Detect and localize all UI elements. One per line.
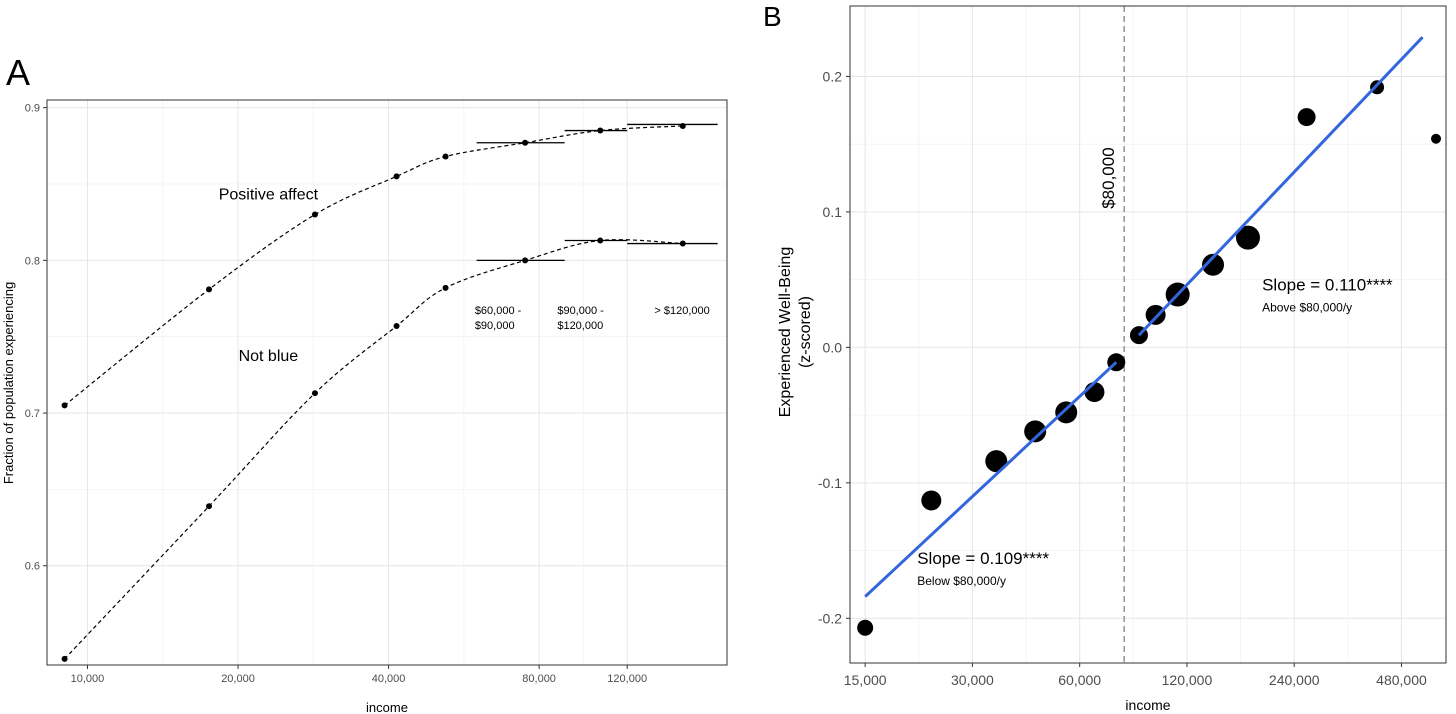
x-tick-label: 30,000: [951, 672, 994, 688]
annotation-range-3: > $120,000: [654, 305, 709, 317]
y-axis-label-b: (z-scored): [797, 296, 814, 368]
data-point: [1084, 382, 1105, 403]
y-tick-label: -0.1: [818, 475, 842, 491]
data-point: [206, 286, 213, 293]
fit-line-above: [1137, 36, 1424, 337]
x-axis-label-b: income: [1125, 697, 1170, 713]
x-tick-label: 480,000: [1376, 672, 1427, 688]
data-point: [985, 450, 1008, 473]
x-tick-label: 240,000: [1269, 672, 1320, 688]
data-point: [921, 490, 942, 511]
data-point: [1297, 108, 1316, 127]
x-tick-label: 80,000: [522, 673, 556, 685]
x-tick-label: 15,000: [844, 672, 887, 688]
data-point: [1202, 253, 1225, 276]
panel-a-border: [46, 99, 728, 666]
x-tick-label: 120,000: [1162, 672, 1213, 688]
data-point: [1145, 304, 1166, 325]
x-tick-label: 120,000: [607, 673, 647, 685]
data-point: [311, 390, 318, 397]
y-tick-label: -0.2: [818, 610, 842, 626]
annotation-range-1: $60,000 -: [475, 305, 522, 317]
panel-b-grid: [850, 6, 1446, 663]
y-tick-label: 0.1: [823, 204, 843, 220]
panel-b: B -0.2 -0.1 0.0 0.1 0.2 15,000 30,000 60,000 120,…: [763, 1, 1447, 713]
data-point: [1024, 420, 1047, 443]
x-tick-label: 60,000: [1058, 672, 1101, 688]
panel-a-grid: [47, 100, 727, 665]
annotation-slope-below-title: Slope = 0.109****: [917, 549, 1049, 568]
x-tick-label: 40,000: [372, 673, 406, 685]
data-point: [1055, 401, 1078, 424]
panel-a: A 0.6 0.7 0.8 0.9 10,000 20,000 40,000 80,000 120…: [1, 52, 728, 714]
data-point: [442, 153, 449, 160]
y-tick-label: 0.6: [25, 561, 40, 573]
data-point: [1431, 133, 1442, 144]
data-point: [393, 323, 400, 329]
panel-b-border: [849, 5, 1447, 664]
data-point: [442, 284, 449, 291]
data-point: [311, 211, 318, 218]
y-tick-label: 0.9: [25, 103, 40, 115]
data-point: [206, 503, 213, 510]
series-line-not-blue: [64, 239, 683, 660]
data-point: [857, 619, 874, 636]
data-point: [61, 655, 68, 662]
panel-letter-b: B: [763, 1, 782, 32]
y-tick-label: 0.7: [25, 408, 40, 420]
data-point: [61, 402, 68, 409]
series-line-positive-affect: [64, 125, 683, 406]
annotation-not-blue: Not blue: [239, 348, 299, 365]
annotation-positive-affect: Positive affect: [219, 186, 319, 203]
y-tick-label: 0.2: [823, 68, 843, 84]
fit-line-below: [864, 361, 1118, 598]
annotation-slope-above-title: Slope = 0.110****: [1262, 275, 1393, 294]
panel-letter-a: A: [6, 52, 30, 93]
y-tick-label: 0.8: [25, 255, 40, 267]
threshold-label: $80,000: [1099, 147, 1118, 208]
x-tick-label: 10,000: [71, 673, 105, 685]
y-axis-label-a: Fraction of population experiencing: [1, 282, 16, 484]
data-point: [393, 173, 400, 180]
data-point: [1235, 225, 1260, 250]
annotation-range-2: $90,000 -: [557, 305, 604, 317]
y-axis-label-b: Experienced Well-Being: [777, 247, 794, 417]
annotation-slope-below-subtitle: Below $80,000/y: [917, 574, 1006, 588]
y-tick-label: 0.0: [823, 339, 843, 355]
x-axis-label-a: income: [366, 700, 408, 714]
annotation-range-2: $120,000: [557, 320, 603, 332]
annotation-range-1: $90,000: [475, 320, 515, 332]
annotation-slope-above-subtitle: Above $80,000/y: [1262, 300, 1352, 314]
x-tick-label: 20,000: [221, 673, 255, 685]
